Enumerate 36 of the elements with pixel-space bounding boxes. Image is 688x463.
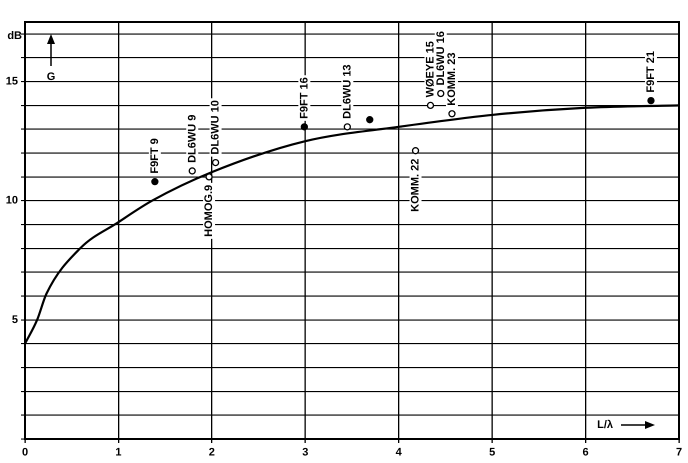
- y-tick-label: 15: [6, 76, 18, 88]
- x-tick-label: 3: [302, 446, 308, 459]
- point: [448, 110, 456, 118]
- annotation: DL6WU 10: [210, 100, 222, 155]
- point: [366, 116, 374, 124]
- annotation: KOMM. 22: [410, 158, 422, 212]
- point: [426, 102, 434, 110]
- x-tick-label: 5: [489, 446, 496, 459]
- x-tick-label: 7: [676, 446, 682, 459]
- x-axis-title: L/λ: [597, 419, 613, 432]
- x-tick-label: 6: [582, 446, 589, 459]
- point: [437, 90, 444, 98]
- y-tick-label: 5: [12, 314, 18, 326]
- point: [212, 158, 220, 166]
- annotation: KOMM. 23: [446, 52, 458, 106]
- x-tick-label: 2: [208, 446, 215, 459]
- x-tick-label: 0: [22, 446, 28, 459]
- point: [188, 167, 196, 175]
- y-tick-label: 10: [6, 194, 18, 207]
- point: [344, 123, 351, 130]
- annotation: DL6WU 13: [341, 64, 354, 119]
- x-tick-label: 4: [396, 446, 403, 459]
- annotation: F9FT 9: [148, 138, 161, 174]
- text: dB: [7, 30, 22, 42]
- annotation: HOMOG.9: [203, 184, 216, 237]
- point: [300, 123, 308, 130]
- annotation: F9FT 21: [645, 51, 658, 93]
- annotation: F9FT 16: [298, 77, 310, 119]
- y-axis-title: G: [46, 71, 56, 84]
- annotation: DL6WU 16: [434, 31, 447, 86]
- x-tick-label: 1: [115, 446, 122, 459]
- annotation: DL6WU 9: [186, 114, 198, 163]
- point: [412, 147, 420, 154]
- annotation: WØEYE 15: [424, 41, 437, 98]
- point: [647, 96, 655, 104]
- point: [151, 178, 159, 186]
